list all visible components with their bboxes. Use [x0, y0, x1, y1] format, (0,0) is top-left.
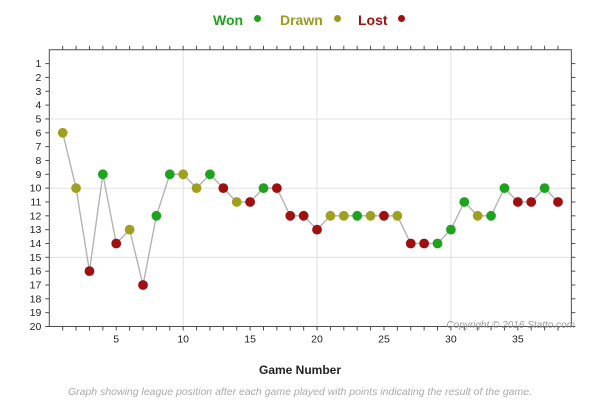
svg-text:7: 7: [35, 141, 41, 153]
svg-text:2: 2: [35, 72, 41, 84]
svg-text:30: 30: [445, 334, 457, 346]
svg-text:8: 8: [35, 155, 41, 167]
svg-text:10: 10: [177, 334, 189, 346]
svg-text:16: 16: [30, 266, 42, 278]
svg-text:17: 17: [30, 279, 42, 291]
svg-text:9: 9: [35, 169, 41, 181]
svg-text:4: 4: [35, 100, 41, 112]
svg-text:3: 3: [35, 86, 41, 98]
svg-text:15: 15: [244, 334, 256, 346]
svg-text:1: 1: [35, 58, 41, 70]
svg-text:5: 5: [35, 113, 41, 125]
svg-text:25: 25: [378, 334, 390, 346]
svg-text:13: 13: [30, 224, 42, 236]
svg-text:5: 5: [113, 334, 119, 346]
svg-text:12: 12: [30, 210, 42, 222]
svg-text:6: 6: [35, 127, 41, 139]
svg-text:35: 35: [512, 334, 524, 346]
svg-text:20: 20: [311, 334, 323, 346]
svg-text:10: 10: [30, 183, 42, 195]
svg-text:11: 11: [30, 196, 41, 208]
svg-text:19: 19: [30, 307, 42, 319]
svg-text:15: 15: [30, 252, 42, 264]
svg-text:14: 14: [30, 238, 42, 250]
svg-text:18: 18: [30, 293, 42, 305]
svg-text:20: 20: [30, 321, 42, 333]
